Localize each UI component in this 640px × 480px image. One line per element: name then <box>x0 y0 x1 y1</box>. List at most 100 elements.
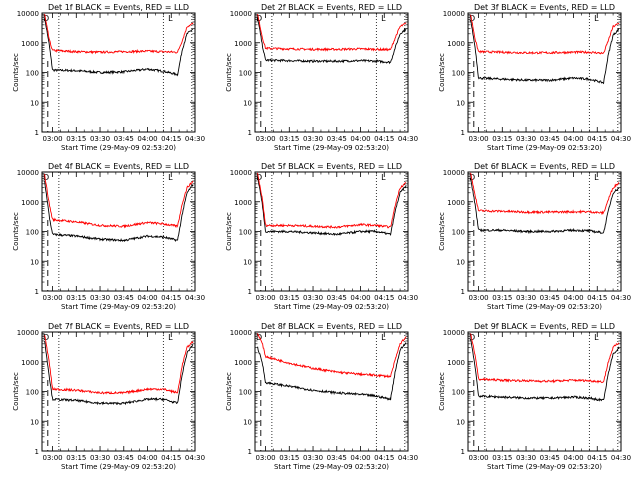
corner-label-d: D <box>469 14 475 23</box>
series-line-lld <box>470 14 620 55</box>
series-line-events <box>44 180 194 243</box>
plot-frame <box>41 12 196 133</box>
y-tick-label: 1000 <box>447 199 465 207</box>
y-tick-label: 100 <box>26 70 39 78</box>
panel-det-9: Det 9f BLACK = Events, RED = LLD 1 10 100 10… <box>438 322 631 471</box>
x-tick-label: 03:30 <box>516 135 536 143</box>
y-tick-label: 1 <box>35 288 39 296</box>
y-tick-label: 10 <box>30 99 39 107</box>
x-tick-label: 03:45 <box>114 454 134 462</box>
x-tick-label: 03:00 <box>468 294 488 302</box>
x-tick-label: 03:30 <box>90 294 110 302</box>
x-tick-label: 03:30 <box>303 294 323 302</box>
series-line-lld <box>470 333 620 384</box>
y-tick-label: 100 <box>26 229 39 237</box>
x-tick-label: 04:30 <box>185 454 205 462</box>
x-tick-label: 04:30 <box>611 454 631 462</box>
x-axis-label: Start Time (29-May-09 02:53:20) <box>487 144 602 152</box>
x-tick-label: 03:45 <box>540 135 560 143</box>
panel-det-3: Det 3f BLACK = Events, RED = LLD 1 10 100 10… <box>438 3 631 152</box>
series-line-lld <box>44 173 194 229</box>
x-tick-label: 03:00 <box>468 454 488 462</box>
x-tick-label: 03:45 <box>327 294 347 302</box>
y-tick-label: 100 <box>239 70 252 78</box>
series-line-lld <box>44 13 194 55</box>
y-tick-label: 1000 <box>234 359 252 367</box>
y-tick-label: 100 <box>452 229 465 237</box>
y-tick-label: 100 <box>452 389 465 397</box>
y-tick-label: 10000 <box>17 169 39 177</box>
y-axis-label: Counts/sec <box>12 372 20 411</box>
y-tick-label: 100 <box>239 229 252 237</box>
x-tick-label: 03:30 <box>303 135 323 143</box>
corner-label-l: L <box>594 173 599 182</box>
corner-label-l: L <box>168 333 173 342</box>
x-tick-label: 03:15 <box>492 454 512 462</box>
x-axis-label: Start Time (29-May-09 02:53:20) <box>61 463 176 471</box>
y-axis-label: Counts/sec <box>225 372 233 411</box>
y-tick-label: 1 <box>35 129 39 137</box>
series-line-events <box>44 18 194 77</box>
panel-title: Det 1f BLACK = Events, RED = LLD <box>48 3 189 12</box>
plot-frame <box>467 331 622 452</box>
y-tick-label: 1 <box>461 448 465 456</box>
y-tick-label: 100 <box>239 389 252 397</box>
series-line-lld <box>257 333 407 379</box>
x-tick-label: 03:45 <box>114 294 134 302</box>
x-tick-label: 03:15 <box>66 294 86 302</box>
x-tick-label: 03:30 <box>303 454 323 462</box>
x-tick-label: 04:30 <box>185 294 205 302</box>
x-tick-label: 03:00 <box>42 135 62 143</box>
x-tick-label: 04:00 <box>563 135 583 143</box>
x-tick-label: 03:00 <box>42 294 62 302</box>
y-axis-label: Counts/sec <box>12 53 20 92</box>
x-tick-label: 04:00 <box>137 135 157 143</box>
x-tick-label: 03:30 <box>516 294 536 302</box>
y-tick-label: 1 <box>248 288 252 296</box>
series-line-events <box>257 176 407 236</box>
corner-label-l: L <box>381 14 386 23</box>
y-tick-label: 100 <box>452 70 465 78</box>
y-tick-label: 10 <box>456 99 465 107</box>
series-line-events <box>257 17 407 65</box>
y-tick-label: 10 <box>456 258 465 266</box>
series-line-lld <box>257 172 407 230</box>
series-line-events <box>470 339 620 402</box>
x-tick-label: 03:45 <box>540 454 560 462</box>
x-axis-label: Start Time (29-May-09 02:53:20) <box>487 463 602 471</box>
y-tick-label: 1000 <box>234 199 252 207</box>
x-tick-label: 04:15 <box>161 135 181 143</box>
corner-label-l: L <box>594 333 599 342</box>
x-tick-label: 04:00 <box>350 294 370 302</box>
x-tick-label: 03:30 <box>90 454 110 462</box>
panel-title: Det 4f BLACK = Events, RED = LLD <box>48 162 189 171</box>
corner-label-l: L <box>168 173 173 182</box>
x-tick-label: 03:30 <box>90 135 110 143</box>
panel-title: Det 6f BLACK = Events, RED = LLD <box>474 162 615 171</box>
x-tick-label: 04:00 <box>350 454 370 462</box>
corner-label-d: D <box>43 333 49 342</box>
y-axis-label: Counts/sec <box>438 53 446 92</box>
y-tick-label: 1 <box>35 448 39 456</box>
y-axis-label: Counts/sec <box>438 212 446 251</box>
x-tick-label: 04:15 <box>161 454 181 462</box>
y-tick-label: 1000 <box>234 40 252 48</box>
x-tick-label: 03:15 <box>279 135 299 143</box>
y-tick-label: 1000 <box>21 40 39 48</box>
x-tick-label: 04:30 <box>398 135 418 143</box>
x-axis-label: Start Time (29-May-09 02:53:20) <box>61 144 176 152</box>
x-tick-label: 03:00 <box>468 135 488 143</box>
x-axis-label: Start Time (29-May-09 02:53:20) <box>487 303 602 311</box>
x-tick-label: 03:15 <box>492 294 512 302</box>
panel-det-6: Det 6f BLACK = Events, RED = LLD 1 10 100 10… <box>438 162 631 311</box>
x-tick-label: 04:30 <box>611 135 631 143</box>
panel-title: Det 2f BLACK = Events, RED = LLD <box>261 3 402 12</box>
x-tick-label: 03:15 <box>492 135 512 143</box>
panel-title: Det 3f BLACK = Events, RED = LLD <box>474 3 615 12</box>
x-tick-label: 04:00 <box>563 294 583 302</box>
x-tick-label: 04:30 <box>611 294 631 302</box>
series-line-lld <box>44 334 194 395</box>
x-tick-label: 03:00 <box>42 454 62 462</box>
y-tick-label: 10000 <box>443 10 465 18</box>
